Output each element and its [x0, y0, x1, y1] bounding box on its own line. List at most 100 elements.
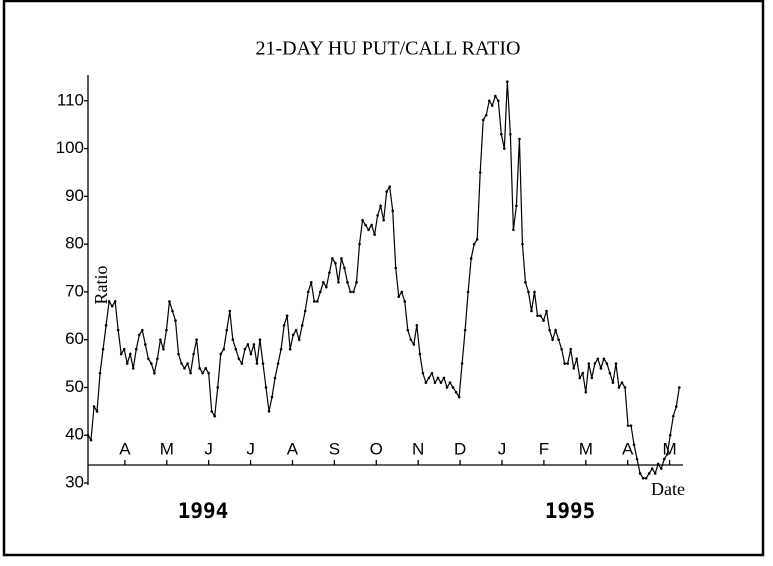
data-point [421, 371, 425, 375]
data-point [137, 333, 141, 337]
data-point [328, 271, 331, 275]
data-point [605, 362, 609, 365]
data-point [195, 338, 198, 341]
data-point [551, 338, 554, 341]
data-point [487, 99, 491, 103]
data-point [219, 352, 223, 356]
data-point [153, 371, 156, 375]
data-point [125, 362, 129, 365]
data-point [315, 300, 319, 303]
x-tick-label: M [663, 439, 677, 458]
x-tick-label: J [498, 439, 507, 458]
data-point [343, 266, 346, 270]
data-point [288, 347, 292, 351]
data-point [180, 362, 183, 365]
y-tick-label: 30 [65, 472, 84, 491]
data-point [216, 386, 220, 389]
y-tick-label: 40 [65, 425, 84, 444]
data-point [445, 386, 449, 389]
data-point [276, 362, 280, 365]
y-tick-label: 100 [56, 138, 84, 157]
y-tick-label: 110 [57, 90, 84, 109]
data-point [150, 362, 153, 365]
data-point [222, 347, 226, 351]
data-point [460, 362, 464, 365]
data-point [385, 190, 388, 193]
data-point [647, 472, 651, 475]
data-point [101, 347, 105, 351]
data-point [373, 233, 376, 236]
data-point [518, 137, 521, 141]
data-point [448, 381, 452, 384]
data-point [337, 281, 340, 284]
x-tick-label: J [204, 439, 213, 458]
data-point [496, 99, 500, 103]
data-point [189, 371, 192, 375]
data-point [542, 319, 545, 322]
data-point [291, 333, 295, 337]
data-point [587, 362, 591, 365]
data-point [174, 319, 177, 322]
data-point [237, 357, 241, 361]
data-point [469, 257, 473, 260]
data-point [116, 328, 120, 332]
data-point [340, 257, 343, 260]
data-point [635, 457, 639, 461]
data-point [620, 381, 624, 384]
chart-title: 21-DAY HU PUT/CALL RATIO [256, 38, 521, 60]
data-point [297, 338, 301, 341]
data-point [210, 410, 213, 413]
data-point [303, 309, 307, 313]
data-point [536, 314, 539, 318]
data-point [249, 352, 253, 356]
data-point [147, 357, 150, 361]
data-point [165, 328, 168, 332]
data-point [186, 362, 189, 365]
data-point [334, 261, 337, 265]
data-point [159, 338, 162, 341]
data-point [144, 343, 147, 346]
y-tick-label: 90 [65, 186, 84, 205]
y-axis-label: Ratio [91, 266, 111, 305]
data-point [300, 324, 304, 327]
data-point [424, 381, 428, 384]
data-point [629, 424, 633, 427]
data-point [355, 281, 358, 284]
data-point [548, 328, 551, 332]
data-point [168, 300, 171, 303]
data-point [412, 343, 416, 346]
data-point [400, 290, 404, 294]
data-point [86, 433, 90, 437]
data-point [611, 381, 615, 384]
year-label: 1994 [178, 499, 229, 523]
x-tick-label: J [246, 439, 255, 458]
data-point [527, 290, 530, 294]
data-point [134, 347, 138, 351]
data-point [493, 94, 497, 98]
data-point [370, 223, 373, 227]
data-point [107, 300, 111, 303]
data-point [650, 467, 654, 470]
data-point [539, 314, 542, 318]
data-point [608, 371, 612, 375]
data-point [409, 338, 413, 341]
data-point [252, 343, 256, 346]
data-point [638, 472, 642, 475]
data-point [418, 352, 422, 356]
data-point [231, 338, 235, 341]
data-point [319, 290, 322, 294]
data-point [427, 376, 431, 380]
data-point [240, 362, 244, 365]
data-point [481, 118, 485, 122]
data-point [515, 204, 518, 208]
data-point [162, 347, 165, 351]
data-point [668, 433, 672, 437]
data-point [563, 362, 566, 365]
data-point [596, 357, 600, 361]
data-point [228, 309, 232, 313]
data-point [113, 300, 117, 303]
x-tick-label: A [287, 439, 299, 458]
data-point [156, 357, 159, 361]
data-point [322, 281, 325, 284]
